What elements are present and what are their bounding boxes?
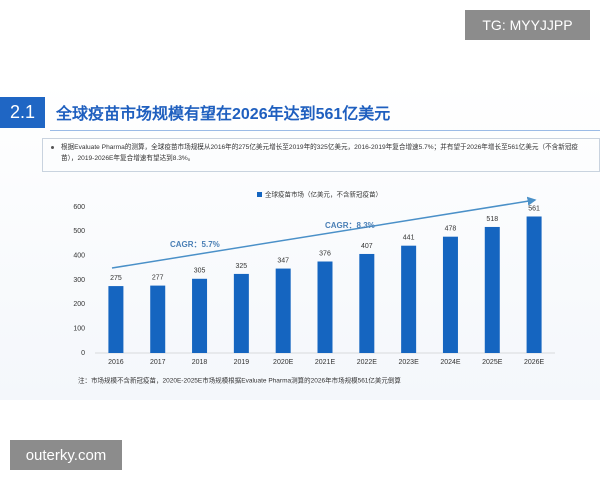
- x-tick-label: 2024E: [440, 359, 461, 366]
- y-tick-label: 200: [73, 301, 85, 308]
- x-tick-label: 2020E: [273, 359, 294, 366]
- value-label: 407: [361, 243, 373, 250]
- bar: [233, 273, 249, 353]
- legend-swatch: [257, 192, 262, 197]
- x-tick-label: 2025E: [482, 359, 503, 366]
- slide: 2.1 全球疫苗市场规模有望在2026年达到561亿美元 根据Evaluate …: [0, 80, 600, 400]
- trend-arrow: [111, 196, 537, 269]
- x-tick-label: 2023E: [399, 359, 420, 366]
- x-tick-label: 2021E: [315, 359, 336, 366]
- value-label: 347: [277, 257, 289, 264]
- bar: [192, 278, 208, 353]
- annotation: CAGR：5.7%: [170, 240, 220, 249]
- section-number: 2.1: [0, 97, 45, 128]
- x-tick-label: 2017: [150, 359, 166, 366]
- watermark: outerky.com: [10, 440, 122, 470]
- value-label: 561: [528, 205, 540, 212]
- bar: [359, 253, 375, 353]
- bar: [108, 286, 124, 353]
- x-tick-label: 2022E: [357, 359, 378, 366]
- value-label: 441: [403, 235, 415, 242]
- bar: [150, 285, 166, 353]
- bar: [275, 268, 291, 353]
- value-label: 275: [110, 275, 122, 282]
- y-tick-label: 400: [73, 253, 85, 260]
- title-rule: [50, 130, 600, 131]
- value-label: 277: [152, 274, 164, 281]
- value-label: 376: [319, 250, 331, 257]
- value-label: 325: [236, 263, 248, 270]
- bar: [484, 226, 500, 353]
- bar: [401, 245, 417, 353]
- value-label: 518: [486, 216, 498, 223]
- bar: [317, 261, 333, 353]
- chart: CAGR：5.7% CAGR：8.3% 注：市场规模不含新冠疫苗，2020E-2…: [73, 190, 555, 385]
- slide-title: 全球疫苗市场规模有望在2026年达到561亿美元: [56, 106, 391, 123]
- watermark: TG: MYYJJPP: [465, 10, 590, 40]
- x-tick-label: 2016: [108, 359, 124, 366]
- value-label: 478: [445, 226, 457, 233]
- legend-label: 全球疫苗市场（亿美元，不含新冠疫苗）: [265, 190, 382, 199]
- y-tick-label: 0: [81, 350, 85, 357]
- x-tick-label: 2018: [192, 359, 208, 366]
- y-tick-label: 500: [73, 228, 85, 235]
- bar: [442, 236, 458, 353]
- annotation: CAGR：8.3%: [325, 221, 375, 230]
- value-label: 305: [194, 268, 206, 275]
- y-tick-label: 600: [73, 204, 85, 211]
- bar: [526, 216, 542, 353]
- y-tick-label: 300: [73, 277, 85, 284]
- x-tick-label: 2019: [234, 359, 250, 366]
- x-tick-label: 2026E: [524, 359, 545, 366]
- y-tick-label: 100: [73, 326, 85, 333]
- note: 注：市场规模不含新冠疫苗，2020E-2025E市场规模根据Evaluate P…: [78, 376, 401, 385]
